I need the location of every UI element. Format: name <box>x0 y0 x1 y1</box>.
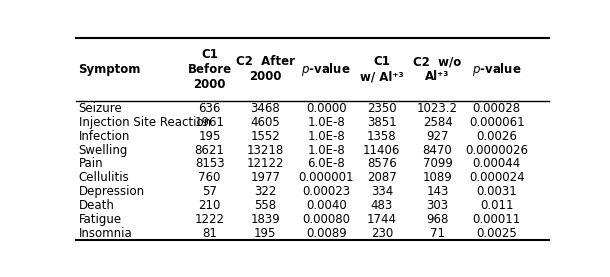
Text: 1.0E-8: 1.0E-8 <box>307 143 345 157</box>
Text: 0.000061: 0.000061 <box>469 116 525 129</box>
Text: 760: 760 <box>198 171 221 184</box>
Text: 1023.2: 1023.2 <box>417 102 458 115</box>
Text: 1.0E-8: 1.0E-8 <box>307 116 345 129</box>
Text: Pain: Pain <box>79 157 103 170</box>
Text: 143: 143 <box>426 185 449 198</box>
Text: 0.0000: 0.0000 <box>306 102 346 115</box>
Text: 1358: 1358 <box>367 130 396 143</box>
Text: Symptom: Symptom <box>79 63 141 76</box>
Text: C1
Before
2000: C1 Before 2000 <box>187 48 232 91</box>
Text: 1839: 1839 <box>251 213 280 226</box>
Text: 195: 195 <box>254 227 276 240</box>
Text: Death: Death <box>79 199 115 212</box>
Text: Depression: Depression <box>79 185 145 198</box>
Text: 303: 303 <box>426 199 448 212</box>
Text: 195: 195 <box>198 130 221 143</box>
Text: 0.0031: 0.0031 <box>476 185 517 198</box>
Text: C2  After
2000: C2 After 2000 <box>236 55 295 83</box>
Text: Fatigue: Fatigue <box>79 213 122 226</box>
Text: 12122: 12122 <box>246 157 284 170</box>
Text: 11406: 11406 <box>363 143 401 157</box>
Text: 1.0E-8: 1.0E-8 <box>307 130 345 143</box>
Text: 0.00044: 0.00044 <box>473 157 521 170</box>
Text: 7099: 7099 <box>423 157 453 170</box>
Text: 0.00011: 0.00011 <box>473 213 521 226</box>
Text: 4605: 4605 <box>251 116 280 129</box>
Text: 81: 81 <box>202 227 217 240</box>
Text: 8576: 8576 <box>367 157 396 170</box>
Text: 13218: 13218 <box>246 143 284 157</box>
Text: 0.0026: 0.0026 <box>476 130 517 143</box>
Text: 1977: 1977 <box>250 171 281 184</box>
Text: 3851: 3851 <box>367 116 396 129</box>
Text: 322: 322 <box>254 185 276 198</box>
Text: C1
w/ Al⁺³: C1 w/ Al⁺³ <box>360 55 404 83</box>
Text: 0.000024: 0.000024 <box>469 171 525 184</box>
Text: 0.000001: 0.000001 <box>298 171 354 184</box>
Text: 0.0000026: 0.0000026 <box>465 143 528 157</box>
Text: 927: 927 <box>426 130 449 143</box>
Text: Injection Site Reaction: Injection Site Reaction <box>79 116 210 129</box>
Text: 636: 636 <box>198 102 221 115</box>
Text: Swelling: Swelling <box>79 143 128 157</box>
Text: 57: 57 <box>202 185 217 198</box>
Text: 2087: 2087 <box>367 171 396 184</box>
Text: 1744: 1744 <box>367 213 397 226</box>
Text: 6.0E-8: 6.0E-8 <box>307 157 345 170</box>
Text: Cellulitis: Cellulitis <box>79 171 129 184</box>
Text: 8470: 8470 <box>423 143 453 157</box>
Text: Infection: Infection <box>79 130 130 143</box>
Text: 0.00028: 0.00028 <box>473 102 521 115</box>
Text: 0.011: 0.011 <box>480 199 514 212</box>
Text: 2584: 2584 <box>423 116 453 129</box>
Text: C2  w/o
Al⁺³: C2 w/o Al⁺³ <box>414 55 462 83</box>
Text: Insomnia: Insomnia <box>79 227 132 240</box>
Text: 968: 968 <box>426 213 449 226</box>
Text: 2350: 2350 <box>367 102 396 115</box>
Text: 1089: 1089 <box>423 171 453 184</box>
Text: $p$-value: $p$-value <box>472 61 522 78</box>
Text: 1552: 1552 <box>251 130 280 143</box>
Text: 0.00080: 0.00080 <box>302 213 350 226</box>
Text: 8621: 8621 <box>195 143 224 157</box>
Text: 0.00023: 0.00023 <box>302 185 350 198</box>
Text: 230: 230 <box>371 227 393 240</box>
Text: 0.0040: 0.0040 <box>306 199 346 212</box>
Text: 558: 558 <box>254 199 276 212</box>
Text: 0.0089: 0.0089 <box>306 227 346 240</box>
Text: 1961: 1961 <box>195 116 224 129</box>
Text: 0.0025: 0.0025 <box>476 227 517 240</box>
Text: 1222: 1222 <box>195 213 224 226</box>
Text: 3468: 3468 <box>251 102 280 115</box>
Text: 483: 483 <box>371 199 393 212</box>
Text: 8153: 8153 <box>195 157 224 170</box>
Text: $p$-value: $p$-value <box>301 61 351 78</box>
Text: 210: 210 <box>198 199 221 212</box>
Text: 71: 71 <box>430 227 445 240</box>
Text: 334: 334 <box>371 185 393 198</box>
Text: Seizure: Seizure <box>79 102 123 115</box>
